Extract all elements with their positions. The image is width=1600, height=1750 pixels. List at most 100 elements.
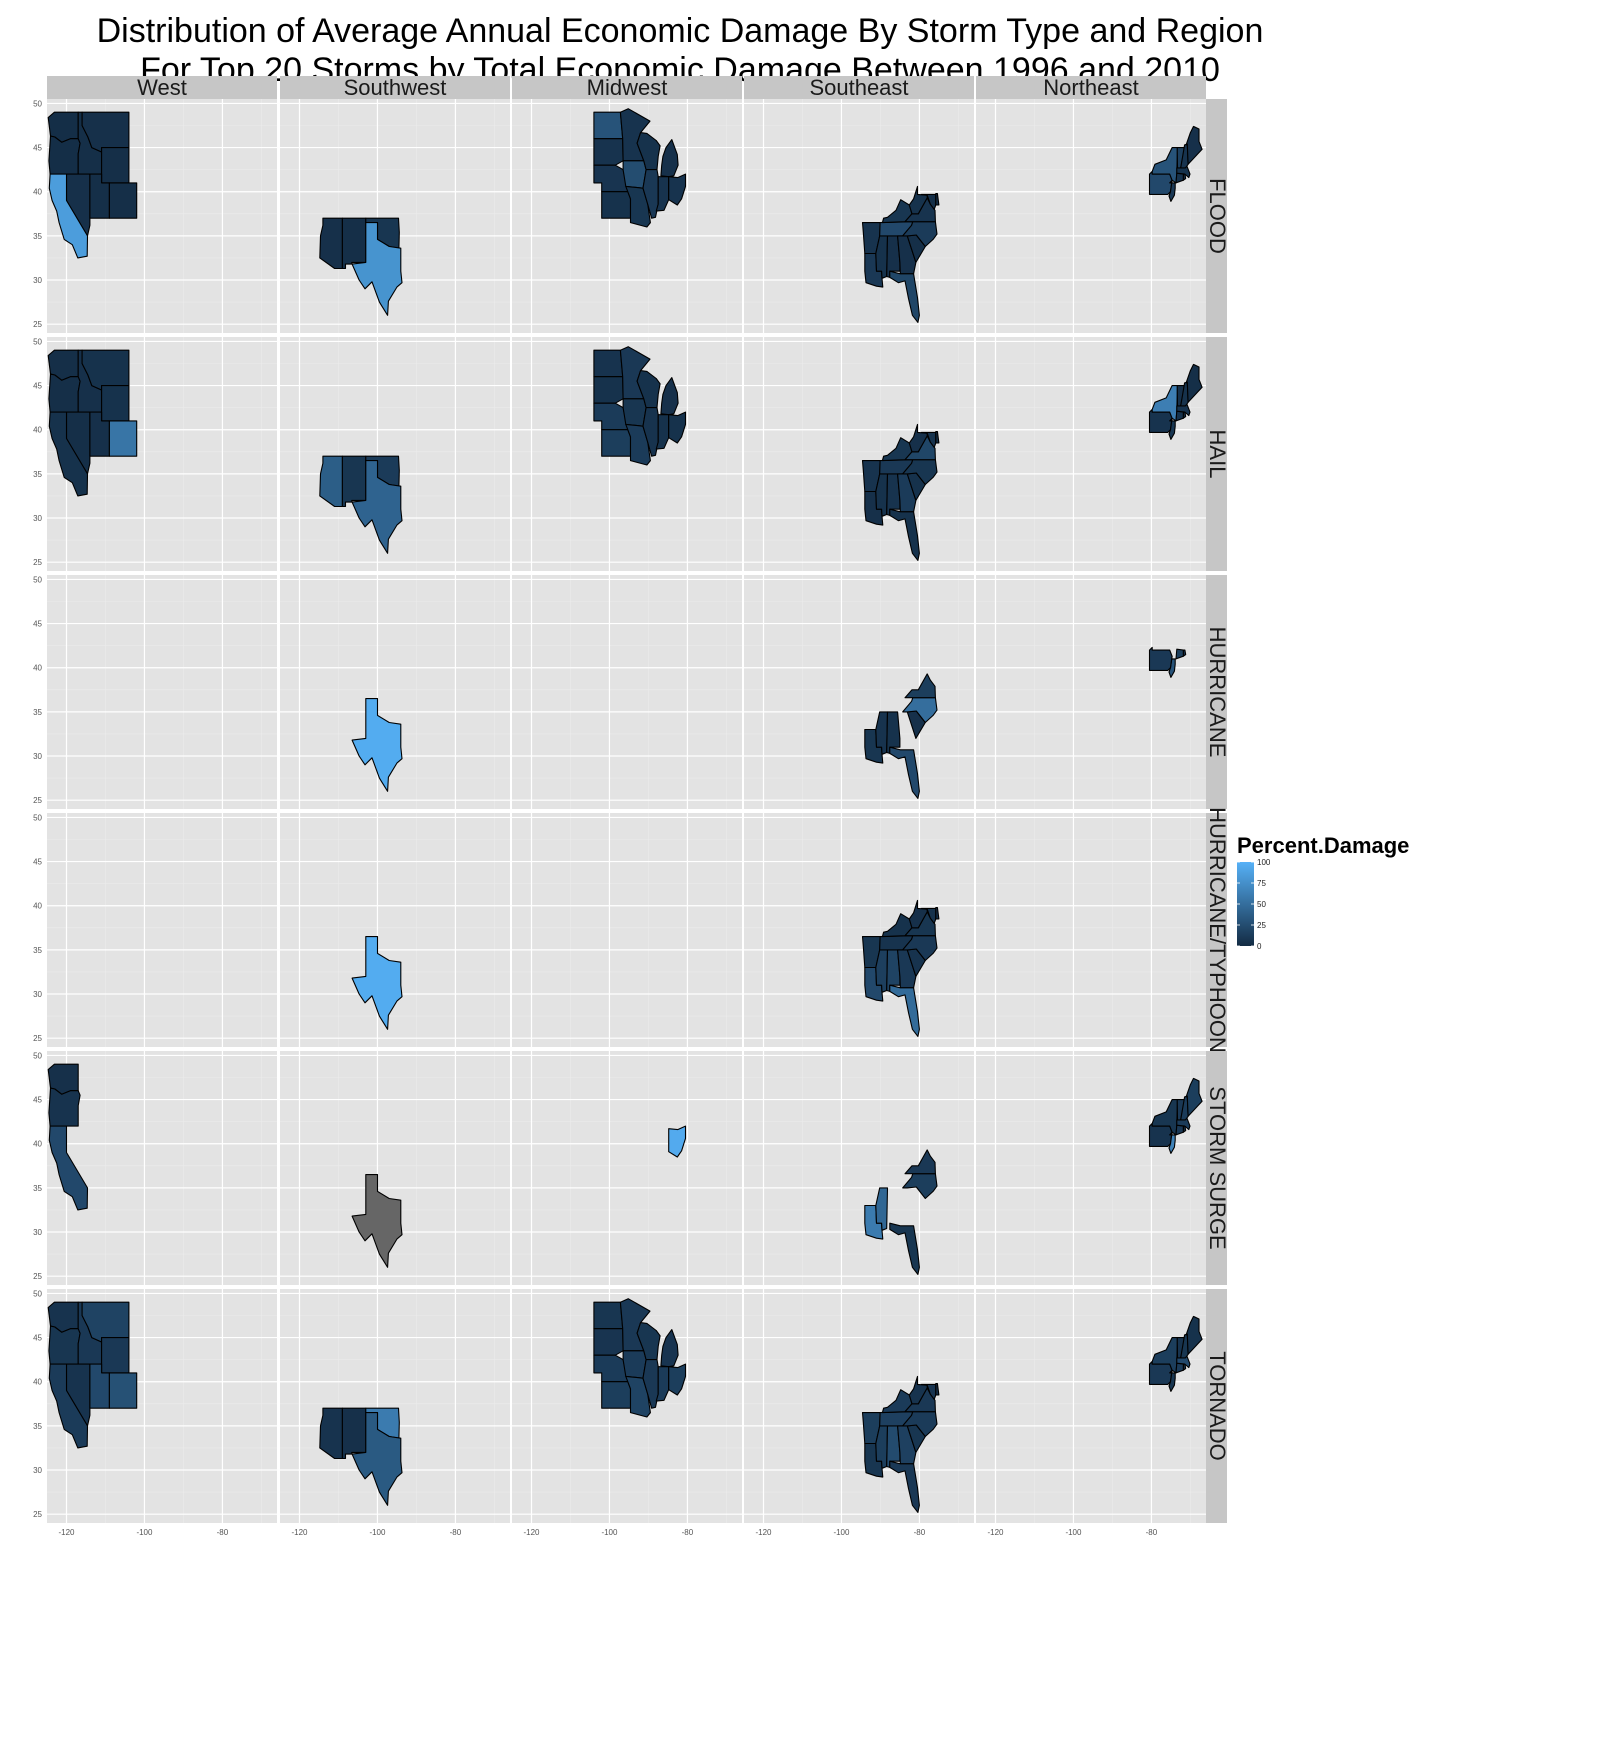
state-pa bbox=[1148, 1360, 1173, 1385]
row-strip-label: HURRICANE bbox=[1205, 627, 1230, 758]
state-fl bbox=[889, 1460, 920, 1513]
y-tick-label: 25 bbox=[33, 1272, 42, 1281]
state-ca bbox=[48, 411, 89, 497]
row-strip bbox=[1206, 575, 1227, 809]
state-nc bbox=[902, 935, 938, 962]
legend-title: Percent.Damage bbox=[1237, 833, 1409, 858]
state-va bbox=[904, 1149, 936, 1175]
facet-panel bbox=[280, 1051, 510, 1285]
state-tx bbox=[351, 460, 403, 554]
facet-panel bbox=[47, 337, 277, 571]
column-strip bbox=[512, 76, 742, 99]
row-strip-label: HAIL bbox=[1205, 430, 1230, 479]
facet-panel bbox=[744, 575, 974, 809]
state-fl bbox=[889, 508, 920, 561]
state-mi bbox=[660, 139, 679, 178]
panel-background bbox=[976, 575, 1206, 809]
y-tick-label: 50 bbox=[33, 575, 42, 584]
state-tx bbox=[351, 936, 403, 1030]
y-tick-label: 35 bbox=[33, 232, 42, 241]
x-tick-label: -80 bbox=[682, 1528, 694, 1537]
facet-panel bbox=[280, 575, 510, 809]
state-pa bbox=[1148, 646, 1173, 671]
state-sd bbox=[593, 1328, 624, 1356]
x-tick-label: -120 bbox=[291, 1528, 308, 1537]
state-de bbox=[935, 1382, 940, 1396]
y-tick-label: 45 bbox=[33, 620, 42, 629]
panel-background bbox=[512, 813, 742, 1047]
state-ia bbox=[622, 398, 647, 427]
state-or bbox=[48, 135, 81, 175]
panel-background bbox=[744, 1051, 974, 1285]
panel-background bbox=[976, 1289, 1206, 1523]
state-tx bbox=[351, 222, 403, 316]
y-tick-label: 40 bbox=[33, 426, 42, 435]
x-tick-label: -100 bbox=[601, 1528, 618, 1537]
state-tx bbox=[351, 1412, 403, 1506]
column-strip-label: Southeast bbox=[809, 75, 908, 100]
state-nc bbox=[902, 1411, 938, 1438]
panel-background bbox=[744, 99, 974, 333]
facet-panel bbox=[47, 575, 277, 809]
state-de bbox=[935, 906, 940, 920]
x-tick-label: -120 bbox=[523, 1528, 540, 1537]
facet-panel bbox=[512, 1289, 742, 1523]
state-il bbox=[642, 1359, 659, 1409]
state-il bbox=[642, 407, 659, 457]
y-tick-label: 30 bbox=[33, 990, 42, 999]
y-tick-label: 40 bbox=[33, 664, 42, 673]
y-tick-label: 25 bbox=[33, 558, 42, 567]
state-il bbox=[642, 169, 659, 219]
panel-background bbox=[280, 99, 510, 333]
facet-panel bbox=[976, 813, 1206, 1047]
y-tick-label: 50 bbox=[33, 99, 42, 108]
state-oh bbox=[668, 1363, 687, 1396]
state-me bbox=[1185, 1077, 1203, 1117]
x-tick-label: -80 bbox=[217, 1528, 229, 1537]
column-strip bbox=[280, 76, 510, 99]
y-tick-label: 35 bbox=[33, 1422, 42, 1431]
state-va bbox=[904, 673, 936, 699]
facet-panel bbox=[744, 99, 974, 333]
y-tick-label: 45 bbox=[33, 1334, 42, 1343]
facet-panel bbox=[744, 1051, 974, 1285]
facet-panel bbox=[976, 1051, 1206, 1285]
state-ks bbox=[601, 1381, 632, 1409]
state-ks bbox=[601, 191, 632, 219]
x-tick-label: -80 bbox=[914, 1528, 926, 1537]
facet-panel bbox=[280, 99, 510, 333]
state-ms bbox=[875, 1187, 889, 1231]
panel-background bbox=[280, 813, 510, 1047]
column-strip bbox=[47, 76, 277, 99]
column-strip-label: Southwest bbox=[344, 75, 447, 100]
facet-panel bbox=[47, 1289, 277, 1523]
y-tick-label: 50 bbox=[33, 337, 42, 346]
y-tick-label: 40 bbox=[33, 188, 42, 197]
state-de bbox=[935, 430, 940, 444]
panel-background bbox=[47, 813, 277, 1047]
y-tick-label: 45 bbox=[33, 1096, 42, 1105]
y-tick-label: 35 bbox=[33, 946, 42, 955]
state-nj bbox=[1168, 417, 1176, 440]
panel-background bbox=[744, 575, 974, 809]
facet-panel bbox=[47, 813, 277, 1047]
y-tick-label: 40 bbox=[33, 902, 42, 911]
panel-background bbox=[744, 337, 974, 571]
x-tick-label: -80 bbox=[450, 1528, 462, 1537]
state-ca bbox=[48, 173, 89, 259]
state-nd bbox=[593, 349, 624, 378]
state-mi bbox=[660, 1329, 679, 1368]
y-tick-label: 45 bbox=[33, 144, 42, 153]
facet-panel bbox=[976, 337, 1206, 571]
panel-background bbox=[280, 1289, 510, 1523]
row-strip-label: HURRICANE/TYPHOON bbox=[1205, 807, 1230, 1053]
y-tick-label: 30 bbox=[33, 1466, 42, 1475]
y-tick-label: 50 bbox=[33, 1289, 42, 1298]
facet-panel bbox=[744, 337, 974, 571]
y-tick-label: 50 bbox=[33, 1051, 42, 1060]
panel-background bbox=[280, 337, 510, 571]
state-nj bbox=[1168, 1131, 1176, 1154]
y-tick-label: 25 bbox=[33, 1034, 42, 1043]
state-pa bbox=[1148, 170, 1173, 195]
